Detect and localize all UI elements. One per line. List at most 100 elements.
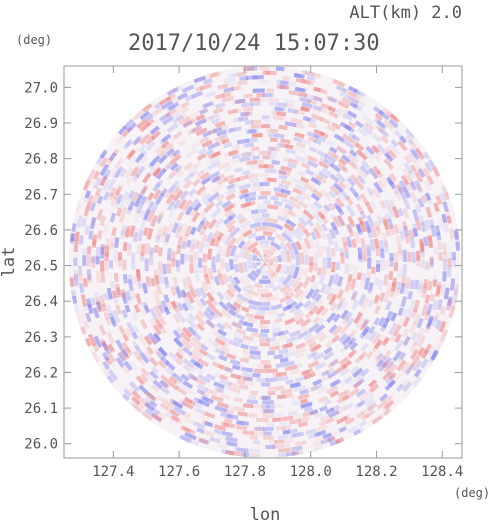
field-segment xyxy=(294,73,305,79)
field-segment xyxy=(261,222,275,228)
field-segment xyxy=(182,358,195,369)
field-segment xyxy=(405,364,414,375)
field-segment xyxy=(132,136,142,147)
field-segment xyxy=(217,161,230,170)
field-segment xyxy=(263,231,273,237)
field-segment xyxy=(155,234,161,243)
field-segment xyxy=(104,245,110,257)
field-segment xyxy=(211,126,223,134)
field-segment xyxy=(284,364,298,372)
field-segment xyxy=(305,168,315,177)
field-segment xyxy=(310,288,320,300)
field-segment xyxy=(331,122,341,130)
field-segment xyxy=(75,312,83,324)
field-segment xyxy=(365,270,371,280)
field-segment xyxy=(411,223,419,237)
field-segment xyxy=(137,143,148,153)
field-segment xyxy=(361,325,371,337)
field-segment xyxy=(291,229,303,242)
field-segment xyxy=(291,395,301,402)
field-segment xyxy=(227,176,241,185)
field-segment xyxy=(217,83,229,90)
field-segment xyxy=(107,351,116,363)
field-segment xyxy=(229,450,242,457)
field-segment xyxy=(194,314,206,326)
field-segment xyxy=(383,158,394,170)
field-segment xyxy=(312,95,323,103)
field-segment xyxy=(154,274,160,285)
field-segment xyxy=(373,181,384,194)
field-segment xyxy=(272,412,285,418)
field-segment xyxy=(347,425,359,434)
field-segment xyxy=(403,162,414,175)
field-segment xyxy=(190,141,201,149)
field-segment xyxy=(199,297,207,307)
field-segment xyxy=(240,188,249,195)
field-segment xyxy=(281,424,292,431)
field-segment xyxy=(231,321,243,330)
field-segment xyxy=(237,240,246,249)
field-segment xyxy=(348,377,359,387)
field-segment xyxy=(151,203,159,213)
field-segment xyxy=(209,237,216,247)
field-segment xyxy=(151,412,163,423)
field-segment xyxy=(224,366,234,374)
field-segment xyxy=(339,324,350,336)
field-segment xyxy=(272,331,285,337)
field-segment xyxy=(176,302,184,312)
field-segment xyxy=(383,290,391,303)
field-segment xyxy=(279,242,290,254)
field-segment xyxy=(238,217,247,225)
field-segment xyxy=(318,274,326,285)
field-segment xyxy=(353,191,362,201)
field-segment xyxy=(209,310,219,320)
field-segment xyxy=(133,227,140,241)
field-segment xyxy=(152,166,162,178)
field-segment xyxy=(301,79,311,85)
field-segment xyxy=(341,393,351,402)
field-segment xyxy=(330,221,338,231)
field-segment xyxy=(99,294,106,307)
field-segment xyxy=(307,360,320,369)
field-segment xyxy=(125,138,134,148)
field-segment xyxy=(336,276,344,287)
field-segment xyxy=(335,437,345,445)
field-segment xyxy=(267,97,279,102)
field-segment xyxy=(402,168,411,178)
field-segment xyxy=(219,378,232,387)
field-segment xyxy=(379,393,389,402)
field-segment xyxy=(187,127,197,136)
field-segment xyxy=(232,301,242,309)
field-segment xyxy=(137,377,146,386)
field-segment xyxy=(274,106,284,112)
field-segment xyxy=(227,212,237,221)
field-segment xyxy=(236,379,246,385)
field-segment xyxy=(297,268,304,278)
field-segment xyxy=(321,167,334,178)
field-segment xyxy=(338,158,348,166)
field-segment xyxy=(183,364,194,374)
field-segment xyxy=(343,339,354,351)
field-segment xyxy=(254,235,266,242)
field-segment xyxy=(242,348,251,355)
field-segment xyxy=(237,116,249,122)
field-segment xyxy=(293,312,305,322)
field-segment xyxy=(210,207,222,219)
field-segment xyxy=(160,187,168,197)
field-segment xyxy=(121,341,132,354)
field-segment xyxy=(435,284,442,297)
field-segment xyxy=(168,397,177,406)
field-segment xyxy=(341,97,351,105)
field-segment xyxy=(294,440,307,447)
field-segment xyxy=(196,152,207,161)
field-segment xyxy=(331,107,343,116)
field-segment xyxy=(381,359,390,369)
field-segment xyxy=(382,370,392,381)
field-segment xyxy=(158,247,163,257)
field-segment xyxy=(228,226,241,239)
field-segment xyxy=(144,396,157,407)
field-segment xyxy=(376,143,386,154)
y-tick-label: 26.5 xyxy=(24,259,58,275)
field-segment xyxy=(249,354,261,360)
field-segment xyxy=(446,265,452,278)
